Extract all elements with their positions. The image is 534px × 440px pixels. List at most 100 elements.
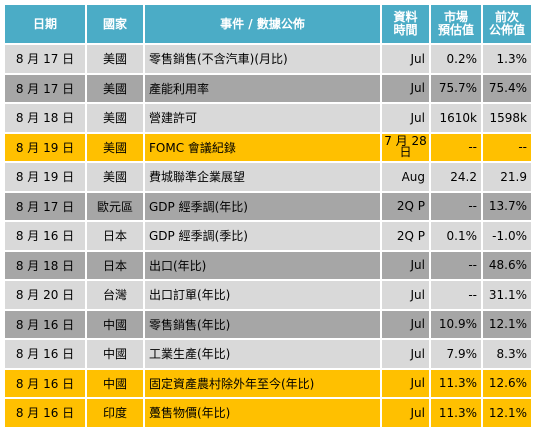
cell-event: 躉售物價(年比) — [143, 397, 382, 429]
header-period: 資料 時間 — [380, 3, 431, 45]
cell-forecast: -- — [429, 190, 483, 222]
cell-forecast: 1610k — [429, 102, 483, 134]
cell-forecast: -- — [429, 131, 483, 163]
cell-event: 產能利用率 — [143, 72, 382, 104]
cell-date: 8 月 16 日 — [3, 308, 87, 340]
cell-country: 歐元區 — [85, 190, 145, 222]
cell-country: 美國 — [85, 161, 145, 193]
cell-forecast: -- — [429, 279, 483, 311]
cell-country: 印度 — [85, 397, 145, 429]
cell-period: Jul — [380, 249, 431, 281]
cell-period: 2Q P — [380, 190, 431, 222]
cell-previous: 13.7% — [481, 190, 533, 222]
cell-period: Jul — [380, 102, 431, 134]
cell-previous: 1598k — [481, 102, 533, 134]
cell-event: 工業生產(年比) — [143, 338, 382, 370]
cell-previous: 31.1% — [481, 279, 533, 311]
cell-date: 8 月 16 日 — [3, 220, 87, 252]
table-row: 8 月 17 日 歐元區 GDP 經季調(年比) 2Q P -- 13.7% — [3, 190, 533, 222]
cell-country: 美國 — [85, 43, 145, 75]
cell-period: 7 月 28 日 — [380, 131, 431, 163]
cell-event: 營建許可 — [143, 102, 382, 134]
table-body: 8 月 17 日 美國 零售銷售(不含汽車)(月比) Jul 0.2% 1.3%… — [3, 43, 533, 429]
table-row: 8 月 19 日 美國 費城聯準企業展望 Aug 24.2 21.9 — [3, 161, 533, 193]
cell-country: 美國 — [85, 131, 145, 163]
cell-period: 2Q P — [380, 220, 431, 252]
cell-previous: 12.1% — [481, 397, 533, 429]
cell-event: 出口訂單(年比) — [143, 279, 382, 311]
cell-forecast: 7.9% — [429, 338, 483, 370]
cell-period: Jul — [380, 279, 431, 311]
cell-previous: -- — [481, 131, 533, 163]
cell-country: 日本 — [85, 220, 145, 252]
cell-date: 8 月 17 日 — [3, 43, 87, 75]
cell-country: 中國 — [85, 338, 145, 370]
table-row: 8 月 16 日 中國 工業生產(年比) Jul 7.9% 8.3% — [3, 338, 533, 370]
cell-previous: 8.3% — [481, 338, 533, 370]
cell-date: 8 月 17 日 — [3, 72, 87, 104]
cell-date: 8 月 16 日 — [3, 367, 87, 399]
cell-forecast: 11.3% — [429, 397, 483, 429]
cell-date: 8 月 19 日 — [3, 131, 87, 163]
cell-previous: -1.0% — [481, 220, 533, 252]
cell-previous: 12.6% — [481, 367, 533, 399]
header-previous-line2: 公佈值 — [488, 23, 525, 37]
cell-forecast: 75.7% — [429, 72, 483, 104]
cell-forecast: 0.2% — [429, 43, 483, 75]
cell-period: Jul — [380, 367, 431, 399]
table-row: 8 月 18 日 日本 出口(年比) Jul -- 48.6% — [3, 249, 533, 281]
cell-previous: 21.9 — [481, 161, 533, 193]
cell-country: 台灣 — [85, 279, 145, 311]
economic-calendar-table: 日期 國家 事件 / 數據公佈 資料 時間 市場 預估值 前次 公佈值 8 月 … — [3, 3, 533, 429]
table-row: 8 月 16 日 中國 零售銷售(年比) Jul 10.9% 12.1% — [3, 308, 533, 340]
cell-country: 中國 — [85, 367, 145, 399]
cell-date: 8 月 17 日 — [3, 190, 87, 222]
cell-forecast: 24.2 — [429, 161, 483, 193]
cell-country: 美國 — [85, 102, 145, 134]
cell-period: Jul — [380, 397, 431, 429]
table-row: 8 月 16 日 印度 躉售物價(年比) Jul 11.3% 12.1% — [3, 397, 533, 429]
cell-event: GDP 經季調(季比) — [143, 220, 382, 252]
cell-forecast: 10.9% — [429, 308, 483, 340]
cell-forecast: -- — [429, 249, 483, 281]
table-row: 8 月 18 日 美國 營建許可 Jul 1610k 1598k — [3, 102, 533, 134]
header-event: 事件 / 數據公佈 — [143, 3, 382, 45]
cell-country: 美國 — [85, 72, 145, 104]
cell-period: Jul — [380, 338, 431, 370]
cell-date: 8 月 18 日 — [3, 249, 87, 281]
cell-previous: 12.1% — [481, 308, 533, 340]
header-forecast: 市場 預估值 — [429, 3, 483, 45]
table-row: 8 月 16 日 日本 GDP 經季調(季比) 2Q P 0.1% -1.0% — [3, 220, 533, 252]
cell-period: Aug — [380, 161, 431, 193]
table-row: 8 月 17 日 美國 零售銷售(不含汽車)(月比) Jul 0.2% 1.3% — [3, 43, 533, 75]
cell-previous: 48.6% — [481, 249, 533, 281]
table-row: 8 月 20 日 台灣 出口訂單(年比) Jul -- 31.1% — [3, 279, 533, 311]
header-period-line2: 時間 — [393, 23, 418, 37]
cell-period: Jul — [380, 72, 431, 104]
header-period-line1: 資料 — [393, 10, 418, 24]
cell-previous: 75.4% — [481, 72, 533, 104]
header-country: 國家 — [85, 3, 145, 45]
cell-date: 8 月 19 日 — [3, 161, 87, 193]
cell-date: 8 月 18 日 — [3, 102, 87, 134]
cell-event: FOMC 會議紀錄 — [143, 131, 382, 163]
header-forecast-line2: 預估值 — [437, 23, 474, 37]
cell-forecast: 11.3% — [429, 367, 483, 399]
cell-date: 8 月 16 日 — [3, 338, 87, 370]
table-row: 8 月 19 日 美國 FOMC 會議紀錄 7 月 28 日 -- -- — [3, 131, 533, 163]
cell-previous: 1.3% — [481, 43, 533, 75]
table-row: 8 月 17 日 美國 產能利用率 Jul 75.7% 75.4% — [3, 72, 533, 104]
cell-event: 零售銷售(不含汽車)(月比) — [143, 43, 382, 75]
cell-date: 8 月 16 日 — [3, 397, 87, 429]
table-row: 8 月 16 日 中國 固定資產農村除外年至今(年比) Jul 11.3% 12… — [3, 367, 533, 399]
cell-country: 日本 — [85, 249, 145, 281]
header-date: 日期 — [3, 3, 87, 45]
cell-event: 出口(年比) — [143, 249, 382, 281]
cell-period: Jul — [380, 308, 431, 340]
cell-event: 零售銷售(年比) — [143, 308, 382, 340]
header-previous: 前次 公佈值 — [481, 3, 533, 45]
cell-event: GDP 經季調(年比) — [143, 190, 382, 222]
cell-country: 中國 — [85, 308, 145, 340]
cell-forecast: 0.1% — [429, 220, 483, 252]
cell-event: 費城聯準企業展望 — [143, 161, 382, 193]
